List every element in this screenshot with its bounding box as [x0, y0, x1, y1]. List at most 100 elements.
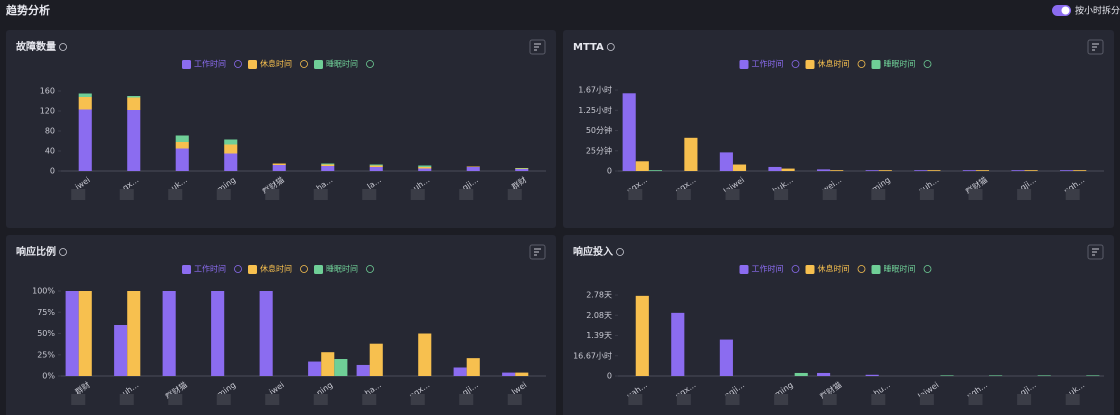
bar: [1011, 170, 1025, 171]
help-icon: [923, 265, 932, 273]
bar: [224, 153, 238, 171]
legend-swatch[interactable]: [805, 60, 815, 69]
blurred-label: [774, 394, 789, 405]
bar: [321, 163, 335, 165]
bar: [962, 170, 976, 171]
bar: [78, 291, 92, 376]
blurred-label: [919, 189, 934, 200]
y-tick-label: 2.08天: [586, 311, 612, 320]
bar: [635, 295, 649, 376]
help-icon: [366, 265, 374, 273]
bar: [1086, 375, 1100, 376]
blurred-label: [362, 394, 377, 405]
blurred-label: [1017, 189, 1032, 200]
bar: [272, 165, 286, 171]
legend-swatch[interactable]: [739, 60, 749, 69]
legend-swatch[interactable]: [182, 60, 191, 69]
bar: [719, 339, 733, 376]
help-icon: [234, 60, 242, 68]
bar: [1037, 375, 1051, 376]
legend-swatch[interactable]: [314, 265, 323, 274]
legend-label[interactable]: 工作时间: [194, 59, 226, 69]
blurred-label: [871, 189, 886, 200]
bar: [648, 170, 662, 171]
blurred-label: [1065, 394, 1080, 405]
blurred-label: [71, 189, 86, 200]
sort-button[interactable]: [529, 244, 546, 260]
legend-swatch[interactable]: [871, 60, 881, 69]
legend-label[interactable]: 休息时间: [818, 59, 850, 69]
legend-swatch[interactable]: [805, 265, 815, 274]
chart-title: MTTA: [573, 42, 604, 53]
sort-button[interactable]: [1087, 244, 1104, 260]
sort-button[interactable]: [1087, 39, 1104, 55]
sort-icon: [1092, 43, 1099, 51]
blurred-label: [313, 189, 328, 200]
legend-swatch[interactable]: [871, 265, 881, 274]
bar: [453, 367, 467, 376]
bar: [817, 169, 831, 171]
bar: [719, 152, 733, 171]
bar: [127, 96, 141, 98]
legend-label[interactable]: 睡眠时间: [326, 264, 358, 274]
help-icon: [857, 60, 866, 68]
y-tick-label: 25%: [37, 350, 55, 359]
bar: [175, 135, 189, 142]
blurred-label: [1017, 394, 1032, 405]
legend-label[interactable]: 休息时间: [260, 264, 292, 274]
bar: [878, 170, 892, 171]
bar: [224, 139, 238, 145]
y-tick-label: 16.67小时: [573, 350, 612, 360]
bar: [794, 372, 808, 376]
bar: [356, 364, 370, 376]
bar: [466, 167, 480, 171]
legend-swatch[interactable]: [248, 265, 257, 274]
y-tick-label: 1.67小时: [578, 85, 612, 95]
bar: [515, 168, 529, 169]
legend-label[interactable]: 工作时间: [752, 264, 784, 274]
bar: [502, 372, 516, 376]
legend-swatch[interactable]: [739, 265, 749, 274]
bar: [515, 169, 529, 171]
legend-label[interactable]: 工作时间: [752, 59, 784, 69]
bar: [732, 164, 747, 171]
blurred-label: [507, 189, 522, 200]
blurred-label: [119, 189, 134, 200]
bar: [224, 144, 238, 154]
bar: [334, 359, 348, 376]
bar: [211, 291, 225, 376]
help-icon: [366, 60, 374, 68]
bar: [78, 109, 92, 171]
legend-label[interactable]: 休息时间: [260, 59, 292, 69]
legend-swatch[interactable]: [314, 60, 323, 69]
legend-swatch[interactable]: [248, 60, 257, 69]
legend-label[interactable]: 休息时间: [818, 264, 850, 274]
help-icon: [300, 265, 308, 273]
y-tick-label: 50%: [37, 329, 55, 338]
bar: [817, 372, 831, 376]
y-tick-label: 40: [45, 147, 55, 156]
panel: [563, 235, 1114, 415]
bar: [635, 161, 649, 171]
legend-label[interactable]: 睡眠时间: [884, 59, 916, 69]
help-icon: [791, 60, 800, 68]
bar: [830, 170, 844, 171]
legend-swatch[interactable]: [182, 265, 191, 274]
bar: [418, 333, 432, 376]
bar: [768, 166, 782, 171]
sort-button[interactable]: [529, 39, 546, 55]
blurred-label: [822, 394, 837, 405]
blurred-label: [410, 189, 425, 200]
legend-label[interactable]: 睡眠时间: [326, 59, 358, 69]
bar: [940, 375, 954, 376]
bar: [418, 168, 432, 171]
bar: [418, 165, 432, 167]
blurred-label: [265, 189, 280, 200]
blurred-label: [628, 189, 643, 200]
toggle-label[interactable]: 按小时拆分: [1075, 5, 1120, 17]
legend-label[interactable]: 睡眠时间: [884, 264, 916, 274]
help-icon: [857, 265, 866, 273]
bar: [65, 291, 79, 376]
legend-label[interactable]: 工作时间: [194, 264, 226, 274]
bar: [127, 291, 141, 376]
